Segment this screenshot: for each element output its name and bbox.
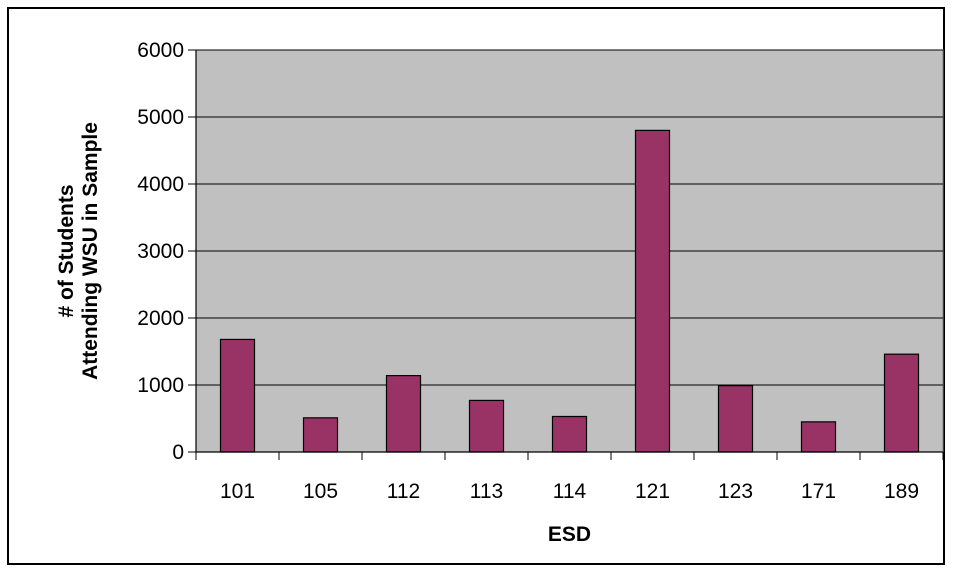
y-tick-label: 6000 <box>137 39 184 62</box>
x-tick-label: 189 <box>884 480 919 503</box>
y-tick-label: 1000 <box>137 374 184 397</box>
x-tick-label: 114 <box>553 480 587 503</box>
y-tick-label: 0 <box>172 441 184 464</box>
bar-114 <box>551 415 588 453</box>
x-tick-label: 112 <box>387 480 420 503</box>
y-tick-label: 4000 <box>137 173 184 196</box>
y-tick-labels: 0 1000 2000 3000 4000 5000 6000 <box>137 39 196 464</box>
bars <box>219 129 920 453</box>
x-tick-label: 105 <box>303 480 338 503</box>
y-tick-label: 2000 <box>137 307 184 330</box>
bar-105 <box>302 417 339 453</box>
y-tick-label: 3000 <box>137 240 184 263</box>
bar-123 <box>717 385 754 453</box>
bar-112 <box>385 375 422 453</box>
x-tick-label: 171 <box>801 480 836 503</box>
x-tick-label: 113 <box>470 480 503 503</box>
y-axis-title-line-1: # of Students <box>55 184 78 317</box>
x-tick-label: 101 <box>220 480 255 503</box>
bar-189 <box>883 353 920 453</box>
bar-121 <box>634 129 671 453</box>
bar-113 <box>468 399 505 453</box>
gridlines <box>196 49 943 386</box>
x-tick-labels: 101 105 112 113 114 121 123 171 189 <box>195 452 944 503</box>
bar-101 <box>219 338 256 453</box>
x-tick-label: 121 <box>635 480 670 503</box>
x-tick-label: 123 <box>718 480 753 503</box>
y-axis-title-line-2: Attending WSU in Sample <box>79 122 102 380</box>
x-axis-title: ESD <box>548 523 591 546</box>
bar-171 <box>800 421 837 453</box>
y-tick-label: 5000 <box>137 106 184 129</box>
